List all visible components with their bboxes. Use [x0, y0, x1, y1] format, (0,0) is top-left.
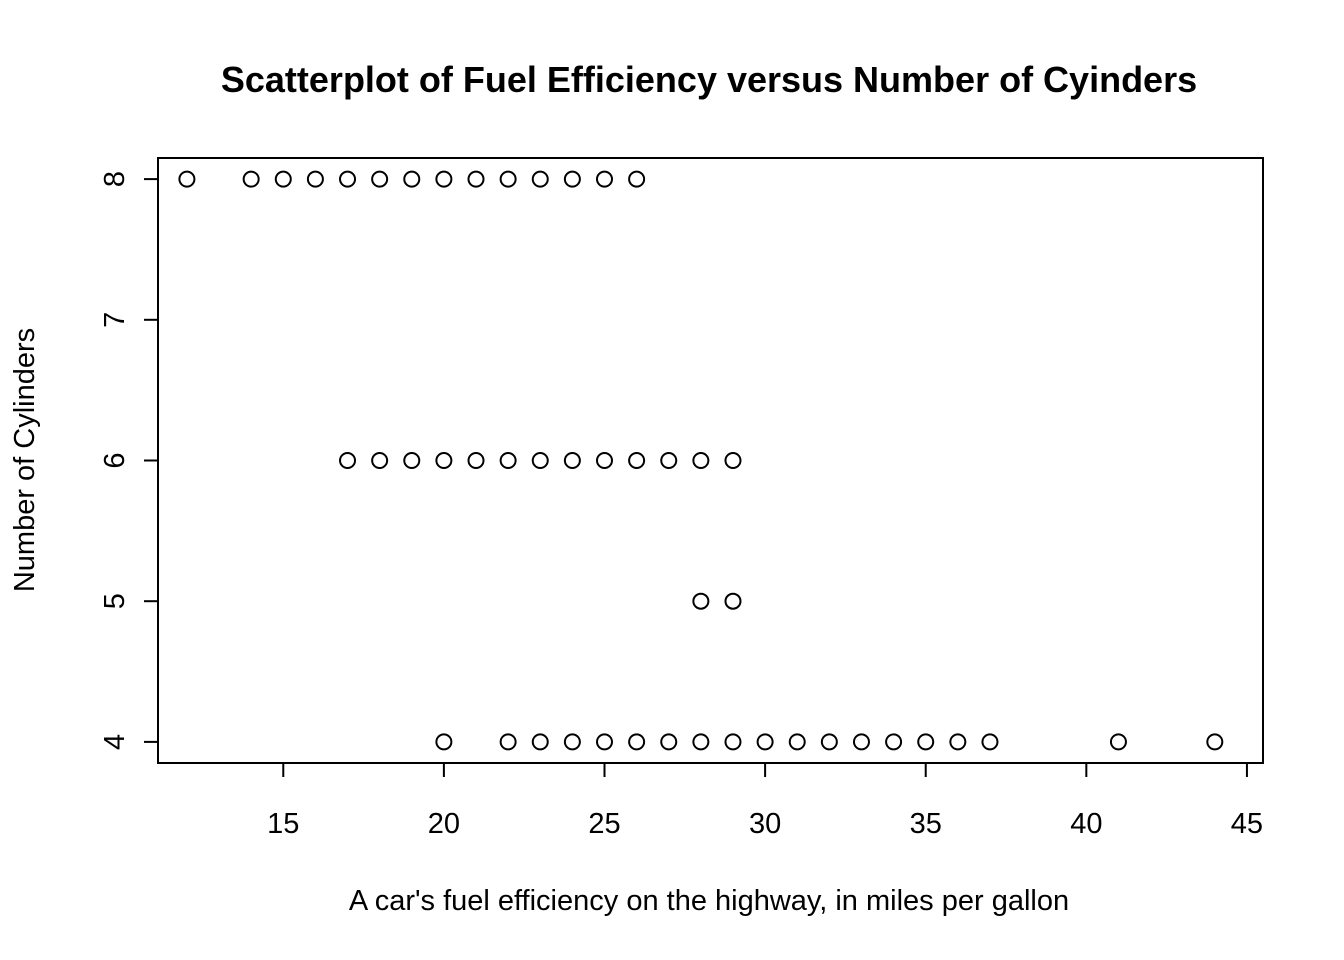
x-tick-label: 20: [428, 808, 460, 840]
data-point: [435, 452, 453, 469]
x-tick-label: 30: [749, 808, 781, 840]
x-tick-label: 40: [1070, 808, 1102, 840]
data-point: [499, 452, 517, 469]
data-point: [820, 733, 838, 751]
x-tick-label: 45: [1231, 808, 1263, 840]
y-tick-label: 4: [99, 734, 131, 750]
y-tick-label: 6: [99, 452, 131, 468]
data-point: [531, 452, 549, 469]
data-point: [531, 733, 549, 751]
data-point: [339, 170, 357, 188]
data-point: [274, 170, 292, 188]
y-axis-label: Number of Cylinders: [9, 328, 41, 592]
data-point: [628, 170, 646, 188]
data-point: [563, 170, 581, 188]
data-point: [660, 733, 678, 751]
data-point: [885, 733, 903, 751]
data-point: [339, 452, 357, 469]
data-point: [371, 170, 389, 188]
data-point: [242, 170, 260, 188]
data-points-layer: [178, 170, 1224, 751]
data-point: [306, 170, 324, 188]
data-point: [660, 452, 678, 469]
plot-area-frame: [157, 157, 1264, 764]
x-tick-label: 35: [910, 808, 942, 840]
data-point: [403, 452, 421, 469]
data-point: [628, 733, 646, 751]
data-point: [499, 170, 517, 188]
data-point: [563, 452, 581, 469]
data-point: [178, 170, 196, 188]
y-tick-label: 5: [99, 593, 131, 609]
data-point: [595, 733, 613, 751]
data-point: [499, 733, 517, 751]
data-point: [724, 592, 742, 610]
x-axis-label: A car's fuel efficiency on the highway, …: [349, 885, 1069, 917]
data-point: [949, 733, 967, 751]
data-point: [563, 733, 581, 751]
data-point: [467, 452, 485, 469]
y-axis: 4 5 6 7 8: [99, 171, 159, 750]
data-point: [435, 170, 453, 188]
data-point: [724, 452, 742, 469]
data-point: [981, 733, 999, 751]
data-point: [852, 733, 870, 751]
data-point: [917, 733, 935, 751]
data-point: [724, 733, 742, 751]
data-point: [403, 170, 421, 188]
x-tick-label: 15: [267, 808, 299, 840]
x-axis: 15 20 25 30 35 40 45: [267, 762, 1263, 840]
data-point: [467, 170, 485, 188]
data-point: [756, 733, 774, 751]
data-point: [595, 452, 613, 469]
x-tick-label: 25: [588, 808, 620, 840]
data-point: [692, 592, 710, 610]
data-point: [371, 452, 389, 469]
y-tick-label: 8: [99, 171, 131, 187]
data-point: [1109, 733, 1127, 751]
data-point: [1206, 733, 1224, 751]
y-tick-label: 7: [99, 312, 131, 328]
chart-title: Scatterplot of Fuel Efficiency versus Nu…: [221, 59, 1197, 100]
data-point: [788, 733, 806, 751]
data-point: [692, 733, 710, 751]
data-point: [595, 170, 613, 188]
data-point: [435, 733, 453, 751]
data-point: [628, 452, 646, 469]
data-point: [692, 452, 710, 469]
data-point: [531, 170, 549, 188]
